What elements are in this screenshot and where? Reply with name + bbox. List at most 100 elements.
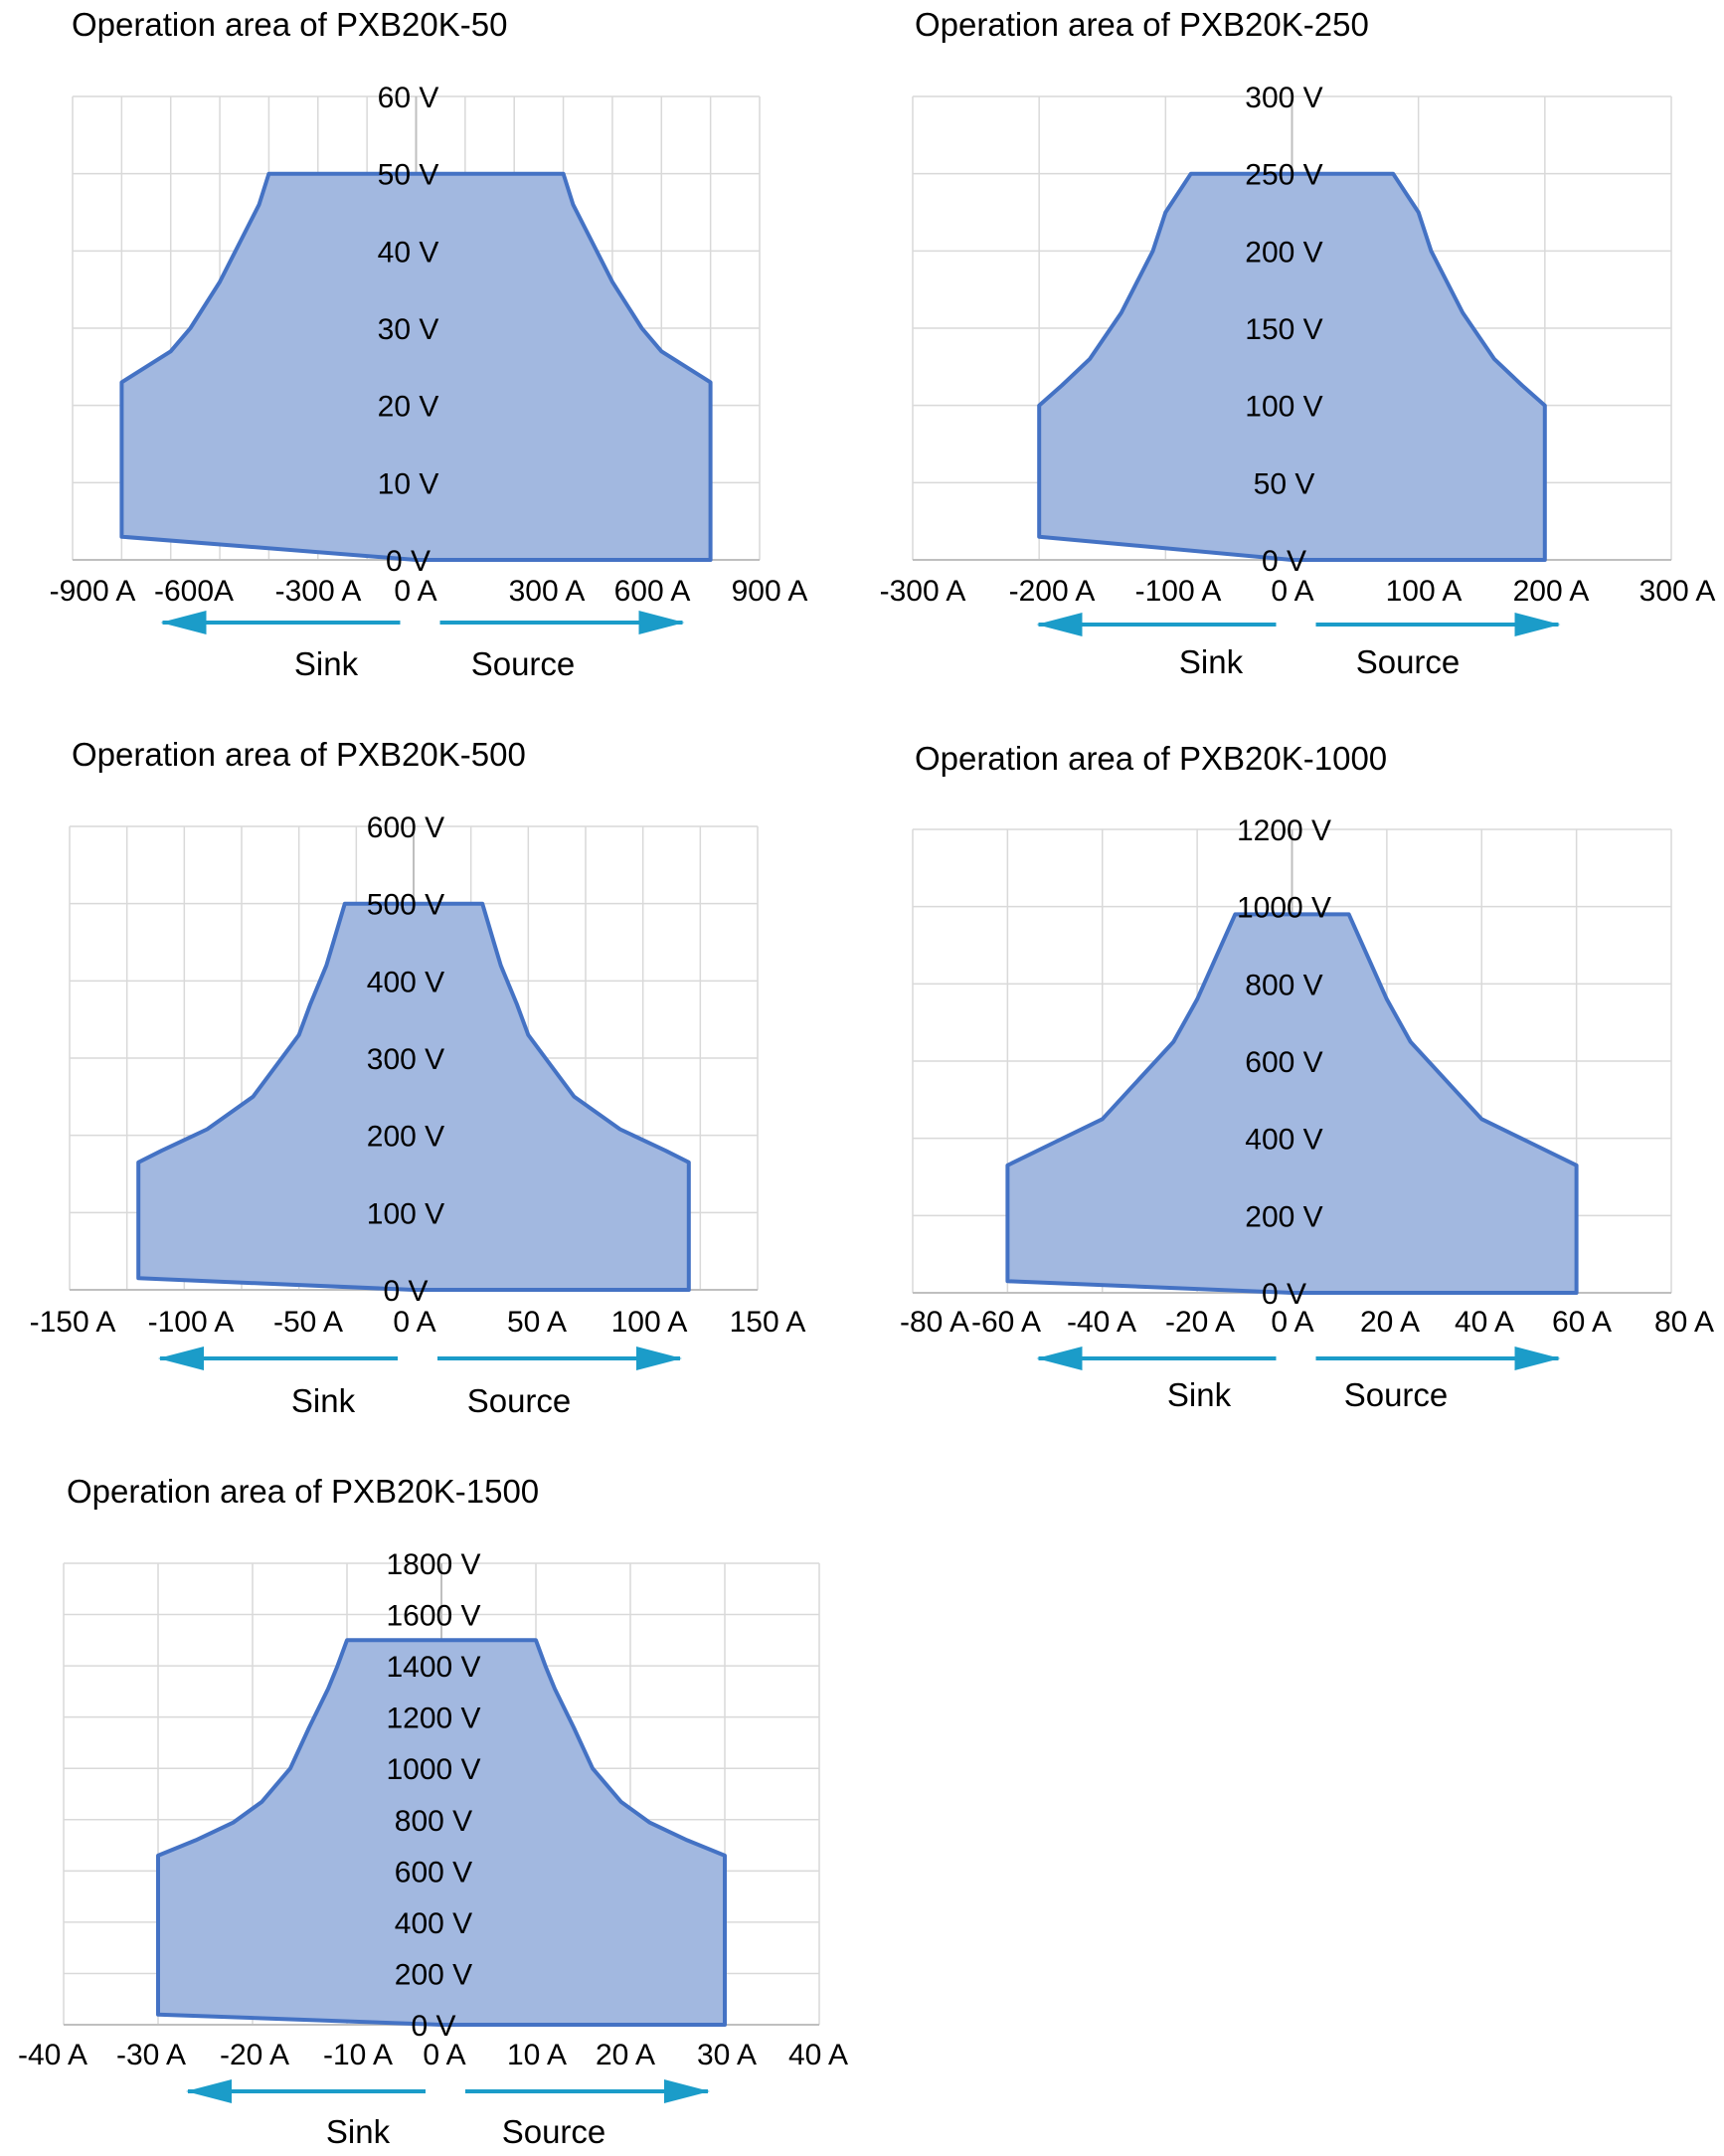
x-tick-label: 20 A	[1360, 1306, 1420, 1339]
chart-title: Operation area of PXB20K-1000	[915, 740, 1387, 777]
chart-title: Operation area of PXB20K-250	[915, 6, 1369, 43]
x-tick-label: 200 A	[1513, 575, 1590, 608]
x-tick-label: 100 A	[1386, 575, 1463, 608]
y-tick-label: 400 V	[1245, 1124, 1322, 1157]
y-tick-label: 200 V	[395, 1958, 472, 1991]
chart-title: Operation area of PXB20K-500	[72, 736, 526, 773]
y-tick-label: 150 V	[1245, 313, 1322, 346]
x-tick-label: 300 A	[509, 575, 586, 608]
x-tick-label: -100 A	[1135, 575, 1222, 608]
sink-label: Sink	[291, 1382, 356, 1419]
x-tick-label: 100 A	[611, 1306, 688, 1339]
y-tick-label: 1200 V	[1237, 814, 1331, 847]
y-tick-label: 0 V	[1262, 545, 1306, 578]
operation-area	[1037, 171, 1547, 562]
x-tick-label: 0 A	[1271, 575, 1313, 608]
y-tick-label: 300 V	[367, 1043, 444, 1076]
x-tick-label: 0 A	[393, 1306, 435, 1339]
y-tick-label: 500 V	[367, 889, 444, 922]
chart-3: Operation area of PXB20K-500 0 V 100 V 200 …	[30, 736, 806, 1419]
y-tick-label: 20 V	[378, 391, 439, 424]
x-tick-label: 150 A	[730, 1306, 806, 1339]
x-tick-label: -40 A	[18, 2039, 87, 2071]
source-label: Source	[1344, 1376, 1449, 1413]
chart-title: Operation area of PXB20K-50	[72, 6, 507, 43]
x-tick-label: -300 A	[275, 575, 362, 608]
x-tick-label: 600 A	[614, 575, 691, 608]
x-tick-label: -300 A	[880, 575, 966, 608]
operation-area	[136, 901, 691, 1292]
x-tick-label: -40 A	[1067, 1306, 1136, 1339]
x-tick-label: -10 A	[323, 2039, 393, 2071]
x-tick-label: -30 A	[116, 2039, 186, 2071]
x-tick-label: 80 A	[1654, 1306, 1714, 1339]
x-tick-label: 0 A	[423, 2039, 465, 2071]
chart-4: Operation area of PXB20K-1000 0 V 200 V 400…	[900, 740, 1714, 1413]
operation-area	[119, 171, 713, 562]
x-tick-label: 900 A	[732, 575, 808, 608]
y-tick-label: 0 V	[411, 2010, 455, 2043]
source-label: Source	[502, 2113, 606, 2150]
y-tick-label: 600 V	[367, 811, 444, 844]
x-tick-label: 10 A	[507, 2039, 567, 2071]
y-tick-label: 600 V	[395, 1856, 472, 1888]
source-label: Source	[1356, 643, 1461, 680]
y-tick-label: 200 V	[367, 1121, 444, 1154]
x-tick-label: -60 A	[971, 1306, 1041, 1339]
x-tick-label: 0 A	[1271, 1306, 1313, 1339]
y-tick-label: 100 V	[1245, 391, 1322, 424]
chart-title: Operation area of PXB20K-1500	[67, 1473, 539, 1510]
x-tick-label: -20 A	[1165, 1306, 1235, 1339]
y-tick-label: 0 V	[383, 1275, 428, 1308]
y-tick-label: 0 V	[386, 545, 431, 578]
y-tick-label: 250 V	[1245, 159, 1322, 192]
source-label: Source	[471, 645, 576, 682]
x-tick-label: -50 A	[273, 1306, 343, 1339]
y-tick-label: 40 V	[378, 236, 439, 269]
x-tick-label: 300 A	[1639, 575, 1716, 608]
y-tick-label: 400 V	[395, 1907, 472, 1940]
x-tick-label: -900 A	[50, 575, 136, 608]
operation-area	[156, 1638, 727, 2027]
y-tick-label: 60 V	[378, 82, 439, 114]
y-tick-label: 100 V	[367, 1197, 444, 1230]
y-tick-label: 1000 V	[386, 1753, 480, 1786]
operation-area	[1005, 912, 1579, 1295]
chart-2: Operation area of PXB20K-250 0 V 50 V 100 V…	[880, 6, 1716, 680]
x-tick-label: 20 A	[596, 2039, 655, 2071]
y-tick-label: 50 V	[1254, 467, 1315, 500]
y-tick-label: 0 V	[1262, 1278, 1306, 1311]
x-tick-label: -100 A	[148, 1306, 235, 1339]
x-tick-label: 30 A	[697, 2039, 757, 2071]
sink-label: Sink	[1167, 1376, 1232, 1413]
sink-label: Sink	[1179, 643, 1244, 680]
y-tick-label: 1400 V	[386, 1651, 480, 1684]
x-tick-label: -150 A	[30, 1306, 116, 1339]
sink-label: Sink	[294, 645, 359, 682]
y-tick-label: 10 V	[378, 467, 439, 500]
x-tick-label: 40 A	[788, 2039, 848, 2071]
y-tick-label: 30 V	[378, 313, 439, 346]
sink-label: Sink	[326, 2113, 391, 2150]
chart-5: Operation area of PXB20K-1500 0 V 200 V 400…	[18, 1473, 848, 2150]
y-tick-label: 1600 V	[386, 1600, 480, 1633]
x-tick-label: 60 A	[1552, 1306, 1612, 1339]
y-tick-label: 200 V	[1245, 236, 1322, 269]
y-tick-label: 800 V	[1245, 969, 1322, 1001]
y-tick-label: 400 V	[367, 966, 444, 998]
y-tick-label: 300 V	[1245, 82, 1322, 114]
y-tick-label: 1800 V	[386, 1548, 480, 1581]
y-tick-label: 800 V	[395, 1805, 472, 1838]
x-tick-label: -600A	[154, 575, 234, 608]
source-label: Source	[467, 1382, 572, 1419]
x-tick-label: -200 A	[1009, 575, 1096, 608]
chart-1: Operation area of PXB20K-50 0 V 10 V 20 V 30…	[50, 6, 808, 682]
x-tick-label: 0 A	[394, 575, 436, 608]
y-tick-label: 200 V	[1245, 1200, 1322, 1233]
x-tick-label: 50 A	[507, 1306, 567, 1339]
x-tick-label: 40 A	[1455, 1306, 1514, 1339]
x-tick-label: -20 A	[220, 2039, 289, 2071]
y-tick-label: 600 V	[1245, 1046, 1322, 1079]
y-tick-label: 1000 V	[1237, 892, 1331, 925]
